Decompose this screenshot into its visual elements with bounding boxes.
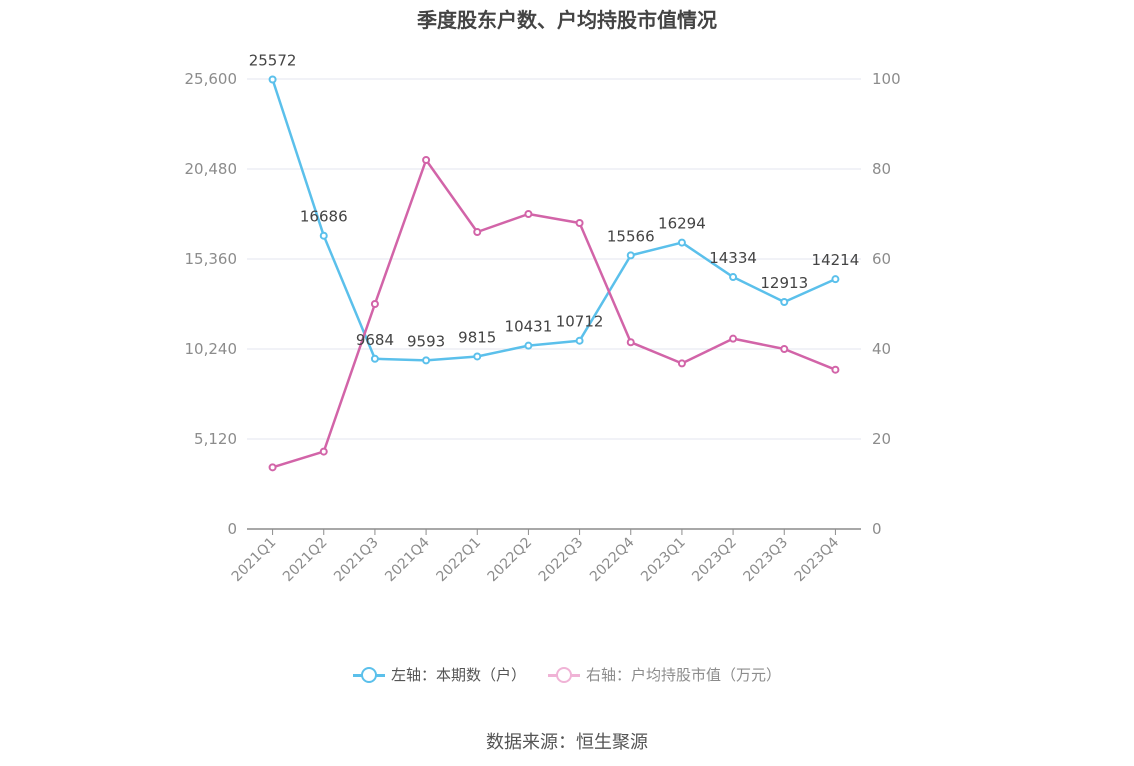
legend-label-avg-value: 右轴：户均持股市值（万元）: [586, 666, 782, 684]
point-households: [268, 75, 277, 84]
y-right-tick-label: 40: [872, 340, 891, 358]
series-line-households: [271, 79, 836, 362]
point-avg-value: [729, 334, 738, 343]
point-households: [626, 251, 635, 260]
y-right-tick-label: 20: [872, 430, 891, 448]
point-avg-value: [780, 345, 789, 353]
data-labels: 25572 16686 9684 9593 9815 10431 10712 15566162…: [249, 51, 860, 350]
y-left-tick-label: 0: [227, 520, 237, 538]
legend-item-avg-value[interactable]: 右轴：户均持股市值（万元）: [548, 664, 781, 685]
data-label-households: 15566: [607, 227, 655, 245]
x-tick-label: 2022Q2: [485, 535, 536, 586]
point-avg-value: [626, 338, 635, 347]
y-left-tick-label: 5,120: [194, 430, 237, 448]
data-source: 数据来源：恒生聚源: [486, 732, 648, 753]
point-households: [422, 356, 431, 365]
x-tick-label: 2022Q3: [536, 535, 587, 586]
y-left-tick-label: 20,480: [185, 160, 238, 178]
data-label-households: 12913: [760, 274, 808, 292]
point-avg-value: [575, 219, 584, 227]
data-label-households: 16294: [658, 215, 706, 233]
y-left-tick-label: 15,360: [185, 250, 238, 268]
x-tick-label: 2023Q2: [689, 535, 740, 586]
y-right-tick-label: 80: [872, 160, 891, 178]
point-avg-value: [370, 300, 379, 308]
y-left-tick-label: 10,240: [185, 340, 238, 358]
data-label-households: 9815: [458, 328, 496, 346]
x-tick-label: 2023Q3: [740, 535, 791, 586]
y-right-tick-label: 0: [872, 520, 882, 538]
data-label-households: 14214: [812, 251, 860, 269]
legend: 左轴：本期数（户） 右轴：户均持股市值（万元）: [0, 664, 1134, 685]
x-tick-label: 2021Q1: [229, 535, 280, 586]
y-right-tick-label: 60: [872, 250, 891, 268]
point-avg-value: [422, 156, 431, 164]
chart-title: 季度股东户数、户均持股市值情况: [417, 8, 717, 32]
data-label-households: 14334: [709, 249, 757, 267]
legend-swatch-avg-value: [548, 666, 580, 683]
point-avg-value: [473, 228, 482, 236]
x-tick-label: 2023Q1: [638, 535, 689, 586]
legend-item-households[interactable]: 左轴：本期数（户）: [352, 664, 526, 685]
legend-swatch-households: [352, 666, 385, 683]
x-tick-label: 2021Q2: [280, 535, 331, 586]
x-tick-label: 2021Q3: [331, 535, 382, 586]
y-left-tick-label: 25,600: [185, 70, 238, 88]
x-tick-label: 2023Q4: [792, 534, 843, 585]
series-lines: [268, 75, 840, 472]
point-avg-value: [677, 359, 686, 368]
legend-label-households: 左轴：本期数（户）: [390, 666, 526, 684]
point-households: [677, 238, 686, 247]
x-tick-label: 2022Q1: [433, 535, 484, 586]
point-households: [729, 273, 738, 282]
point-households: [524, 341, 533, 350]
y-right-tick-label: 100: [872, 70, 901, 88]
point-households: [319, 231, 328, 240]
data-label-households: 16686: [300, 208, 348, 226]
point-avg-value: [831, 365, 840, 374]
series-line-avg-value: [272, 158, 836, 469]
x-tick-label: 2021Q4: [382, 534, 433, 585]
point-avg-value: [268, 463, 277, 472]
point-households: [370, 354, 379, 363]
data-label-households: 10712: [556, 313, 604, 331]
data-label-households: 9684: [356, 331, 394, 349]
point-households: [473, 352, 482, 361]
point-households: [831, 275, 840, 284]
point-households: [780, 298, 789, 307]
x-tick-label: 2022Q4: [587, 534, 638, 585]
point-households: [575, 336, 584, 345]
data-label-households: 9593: [407, 332, 445, 350]
data-label-households: 10431: [505, 318, 553, 336]
point-avg-value: [524, 210, 533, 218]
grid-lines: [247, 78, 861, 440]
data-label-households: 25572: [249, 51, 297, 69]
point-avg-value: [319, 447, 328, 456]
